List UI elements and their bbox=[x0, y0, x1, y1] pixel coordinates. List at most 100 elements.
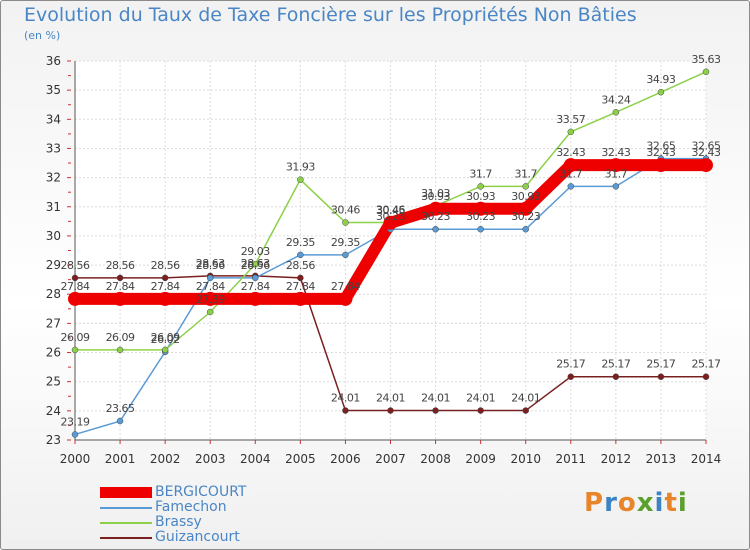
y-tick-label: 35 bbox=[46, 83, 61, 97]
logo-letter: P bbox=[584, 488, 605, 518]
x-tick-label: 2001 bbox=[105, 452, 136, 466]
data-point-bergicourt bbox=[68, 291, 82, 306]
data-label-brassy: 31.7 bbox=[469, 167, 492, 180]
y-tick-label: 25 bbox=[46, 375, 61, 389]
data-label-bergicourt: 30.93 bbox=[421, 190, 450, 203]
y-tick-label: 33 bbox=[46, 141, 61, 155]
data-point-brassy bbox=[71, 346, 79, 354]
data-label-guizancourt: 25.17 bbox=[646, 358, 675, 371]
data-point-guizancourt bbox=[477, 407, 484, 414]
data-label-bergicourt: 27.84 bbox=[151, 280, 180, 293]
data-label-famechon: 31.7 bbox=[605, 167, 628, 180]
data-label-brassy: 29.03 bbox=[241, 245, 270, 258]
data-label-guizancourt: 28.56 bbox=[61, 259, 90, 272]
logo-letter: i bbox=[677, 488, 688, 518]
x-tick-label: 2000 bbox=[60, 452, 91, 466]
data-label-famechon: 29.35 bbox=[331, 236, 360, 249]
data-label-brassy: 31.93 bbox=[286, 161, 315, 174]
data-label-guizancourt: 28.63 bbox=[241, 257, 270, 270]
data-label-bergicourt: 30.93 bbox=[466, 190, 495, 203]
data-point-brassy bbox=[342, 219, 349, 226]
data-label-guizancourt: 24.01 bbox=[376, 392, 405, 405]
data-point-bergicourt bbox=[473, 201, 488, 216]
x-tick-label: 2014 bbox=[691, 452, 722, 466]
data-label-brassy: 26.09 bbox=[151, 331, 180, 344]
data-label-famechon: 26.02 bbox=[151, 333, 180, 346]
data-point-famechon bbox=[206, 274, 214, 282]
data-label-brassy: 34.93 bbox=[646, 73, 675, 86]
data-label-guizancourt: 28.56 bbox=[286, 259, 315, 272]
data-label-famechon: 30.23 bbox=[511, 210, 540, 223]
data-point-bergicourt bbox=[428, 201, 443, 216]
data-point-guizancourt bbox=[116, 274, 124, 282]
data-point-bergicourt bbox=[653, 158, 668, 173]
x-tick-label: 2007 bbox=[375, 452, 406, 466]
data-point-famechon bbox=[342, 251, 349, 259]
data-point-famechon bbox=[297, 251, 304, 259]
data-label-guizancourt: 28.63 bbox=[196, 257, 225, 270]
data-point-brassy bbox=[161, 346, 169, 354]
y-tick-label: 32 bbox=[46, 171, 61, 185]
data-point-bergicourt bbox=[699, 158, 713, 173]
data-point-guizancourt bbox=[567, 373, 575, 380]
data-label-brassy: 27.39 bbox=[196, 293, 225, 306]
x-tick-label: 2004 bbox=[240, 452, 271, 466]
data-label-famechon: 30.23 bbox=[466, 210, 495, 223]
legend-label-famechon: Famechon bbox=[155, 499, 227, 515]
legend-swatch-famechon bbox=[100, 507, 152, 509]
legend-label-bergicourt: BERGICOURT bbox=[155, 484, 247, 500]
data-point-brassy bbox=[116, 346, 124, 354]
data-point-bergicourt bbox=[113, 291, 128, 306]
data-point-guizancourt bbox=[702, 373, 710, 380]
data-point-famechon bbox=[522, 225, 529, 233]
data-label-brassy: 34.24 bbox=[601, 93, 630, 106]
y-tick-label: 30 bbox=[46, 229, 61, 243]
data-label-brassy: 31.03 bbox=[421, 187, 450, 200]
y-tick-label: 24 bbox=[46, 404, 61, 418]
data-point-famechon bbox=[432, 225, 439, 233]
y-tick-label: 36 bbox=[46, 54, 61, 68]
x-tick-label: 2006 bbox=[330, 452, 361, 466]
x-tick-label: 2003 bbox=[195, 452, 226, 466]
data-label-guizancourt: 24.01 bbox=[466, 392, 495, 405]
x-tick-label: 2009 bbox=[465, 452, 496, 466]
y-tick-label: 27 bbox=[46, 316, 61, 330]
x-tick-label: 2012 bbox=[601, 452, 632, 466]
data-point-famechon bbox=[252, 274, 259, 282]
x-tick-label: 2002 bbox=[150, 452, 181, 466]
logo-letter: r bbox=[604, 488, 618, 518]
data-point-bergicourt bbox=[518, 201, 533, 216]
y-unit-label: (en %) bbox=[24, 29, 61, 42]
data-label-bergicourt: 27.84 bbox=[61, 280, 90, 293]
data-point-brassy bbox=[657, 88, 665, 96]
data-label-bergicourt: 32.43 bbox=[556, 146, 585, 159]
data-label-famechon: 28.56 bbox=[241, 259, 270, 272]
data-point-bergicourt bbox=[608, 158, 623, 173]
x-tick-label: 2013 bbox=[646, 452, 677, 466]
y-tick-label: 31 bbox=[46, 200, 61, 214]
data-point-bergicourt bbox=[563, 158, 578, 173]
data-label-brassy: 33.57 bbox=[556, 113, 585, 126]
data-label-bergicourt: 27.84 bbox=[286, 280, 315, 293]
logo-letter: i bbox=[654, 488, 665, 518]
data-label-guizancourt: 25.17 bbox=[692, 358, 721, 371]
data-point-guizancourt bbox=[342, 407, 349, 414]
data-label-famechon: 32.65 bbox=[646, 140, 675, 153]
data-label-guizancourt: 28.56 bbox=[151, 259, 180, 272]
data-point-guizancourt bbox=[657, 373, 665, 380]
data-point-bergicourt bbox=[203, 291, 218, 306]
data-label-guizancourt: 24.01 bbox=[331, 392, 360, 405]
data-point-guizancourt bbox=[297, 274, 304, 282]
y-tick-label: 34 bbox=[46, 112, 61, 126]
data-label-guizancourt: 28.56 bbox=[106, 259, 135, 272]
data-label-bergicourt: 27.84 bbox=[196, 280, 225, 293]
data-label-bergicourt: 30.93 bbox=[511, 190, 540, 203]
x-tick-label: 2011 bbox=[556, 452, 587, 466]
legend-swatch-bergicourt bbox=[100, 487, 152, 498]
x-tick-label: 2005 bbox=[285, 452, 316, 466]
data-point-bergicourt bbox=[383, 215, 398, 230]
data-point-bergicourt bbox=[248, 291, 263, 306]
y-tick-label: 28 bbox=[46, 287, 61, 301]
legend-label-guizancourt: Guizancourt bbox=[155, 529, 240, 545]
data-label-brassy: 35.63 bbox=[692, 53, 721, 66]
